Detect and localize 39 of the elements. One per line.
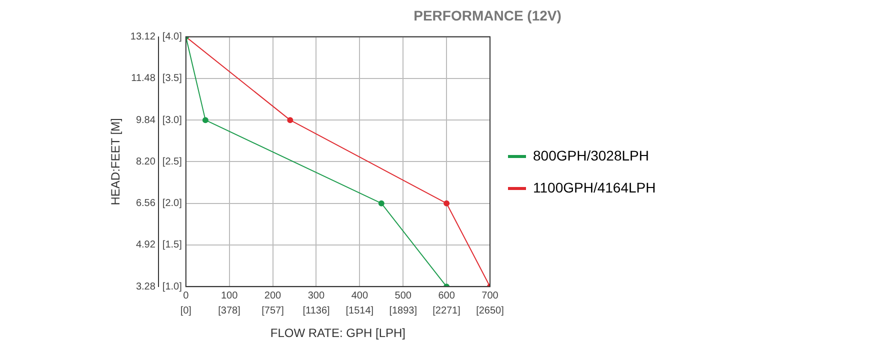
- x2-tick-label: [378]: [218, 305, 241, 316]
- legend-label: 1100GPH/4164LPH: [533, 179, 656, 196]
- y2-tick-label: [3.5]: [162, 73, 182, 84]
- y-tick-label: 8.20: [136, 156, 156, 168]
- x-tick-label: 600: [438, 290, 456, 302]
- x2-tick-label: [1514]: [346, 305, 374, 316]
- x2-tick-label: [757]: [262, 305, 284, 316]
- legend-label: 800GPH/3028LPH: [533, 147, 649, 164]
- y2-tick-label: [4.0]: [162, 32, 182, 43]
- y-axis-title: HEAD:FEET [M]: [108, 118, 123, 206]
- x-tick-label: 500: [394, 290, 412, 302]
- x2-tick-label: [1136]: [302, 305, 330, 316]
- y2-tick-label: [2.5]: [162, 156, 182, 168]
- y-tick-label: 13.12: [130, 32, 156, 43]
- x-tick-label: 200: [264, 290, 282, 302]
- y2-tick-label: [1.0]: [162, 281, 182, 292]
- x-tick-label: 300: [308, 290, 325, 302]
- x-tick-label: 100: [220, 290, 238, 302]
- point: [378, 200, 384, 206]
- x2-tick-label: [2650]: [476, 305, 504, 316]
- x2-tick-label: [1893]: [389, 305, 418, 316]
- x-tick-label: 700: [482, 290, 499, 302]
- x2-tick-label: [0]: [180, 305, 192, 316]
- point: [287, 117, 294, 124]
- chart-title: PERFORMANCE (12V): [414, 7, 562, 24]
- y-tick-label: 11.48: [131, 73, 156, 84]
- y-tick-label: 9.84: [136, 114, 156, 126]
- point: [202, 117, 208, 124]
- point: [444, 200, 450, 206]
- x2-tick-label: [2271]: [432, 305, 461, 316]
- y-tick-label: 6.56: [136, 198, 156, 210]
- y2-tick-label: [1.5]: [162, 240, 182, 251]
- y2-tick-label: [3.0]: [162, 114, 182, 126]
- x-tick-label: 400: [351, 290, 368, 302]
- y-tick-label: 4.92: [136, 240, 156, 251]
- y2-tick-label: [2.0]: [162, 198, 182, 210]
- x-axis-title: FLOW RATE: GPH [LPH]: [270, 326, 406, 340]
- x-tick-label: 0: [183, 290, 190, 302]
- y-tick-label: 3.28: [136, 281, 156, 292]
